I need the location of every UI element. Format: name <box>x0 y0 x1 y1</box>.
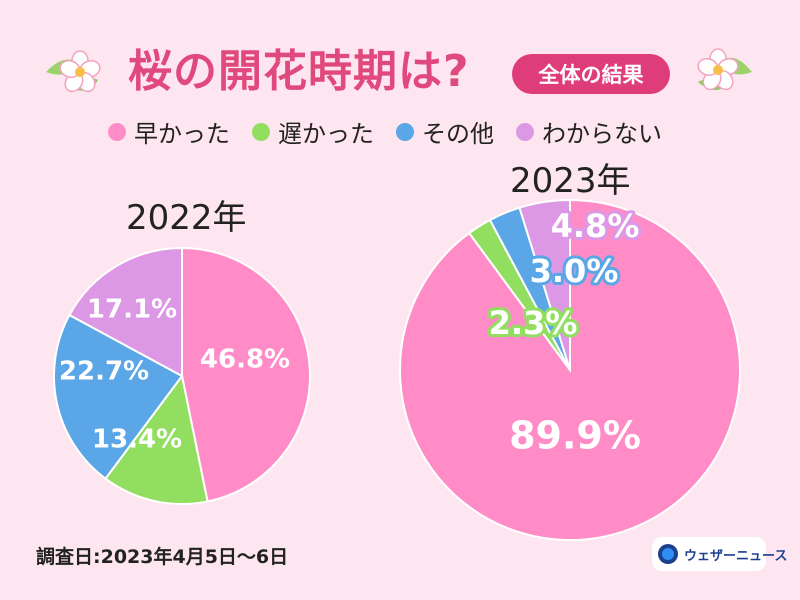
legend-swatch-late <box>252 122 270 141</box>
pie-2023-title: 2023年 <box>510 161 631 201</box>
pie-2022-slice-early <box>181 246 311 503</box>
pie-2023-slice-unknown <box>518 198 571 371</box>
pie-2022-title: 2022年 <box>126 198 247 238</box>
pie-2022-label-early: 46.8% <box>200 345 290 375</box>
legend-swatch-other <box>396 122 414 141</box>
legend-swatch-unknown <box>516 122 534 141</box>
brand-badge: ウェザーニュース <box>652 537 787 571</box>
pie-chart-2023: 89.9% 2.3% 3.0% 4.8% <box>399 198 741 541</box>
legend-swatch-early <box>108 122 126 141</box>
chart-legend: 早かった 遅かった その他 わからない <box>108 114 662 149</box>
legend-item-unknown: わからない <box>516 114 662 149</box>
legend-item-other: その他 <box>396 114 494 149</box>
legend-label-unknown: わからない <box>542 120 662 148</box>
weathernews-logo-icon <box>658 544 678 564</box>
legend-label-other: その他 <box>422 120 494 148</box>
pie-2022-slice-other <box>53 313 184 481</box>
pie-2022-slice-unknown <box>68 246 183 378</box>
pie-chart-2022: 46.8% 13.4% 22.7% 17.1% <box>53 246 311 505</box>
survey-date: 調査日:2023年4月5日〜6日 <box>36 546 289 568</box>
pie-2023-label-early: 89.9% <box>509 414 641 458</box>
legend-label-early: 早かった <box>134 120 230 148</box>
brand-name: ウェザーニュース <box>684 548 788 564</box>
pie-2023-label-late: 2.3% <box>489 304 578 342</box>
legend-label-late: 遅かった <box>278 120 374 148</box>
cherry-blossom-icon-left <box>46 50 101 93</box>
legend-item-late: 遅かった <box>252 114 374 149</box>
pie-2022-label-late: 13.4% <box>92 425 182 455</box>
pie-2022-label-unknown: 17.1% <box>87 295 177 325</box>
cherry-blossom-icon-right <box>697 48 752 91</box>
overall-results-badge: 全体の結果 <box>512 54 670 94</box>
pie-2022-label-other: 22.7% <box>59 357 149 387</box>
legend-item-early: 早かった <box>108 114 230 149</box>
page-title: 桜の開花時期は? <box>128 46 470 97</box>
pie-2023-label-other: 3.0% <box>530 252 619 290</box>
pie-2023-label-unknown: 4.8% <box>551 207 640 245</box>
pie-2022-slice-late <box>104 373 209 505</box>
